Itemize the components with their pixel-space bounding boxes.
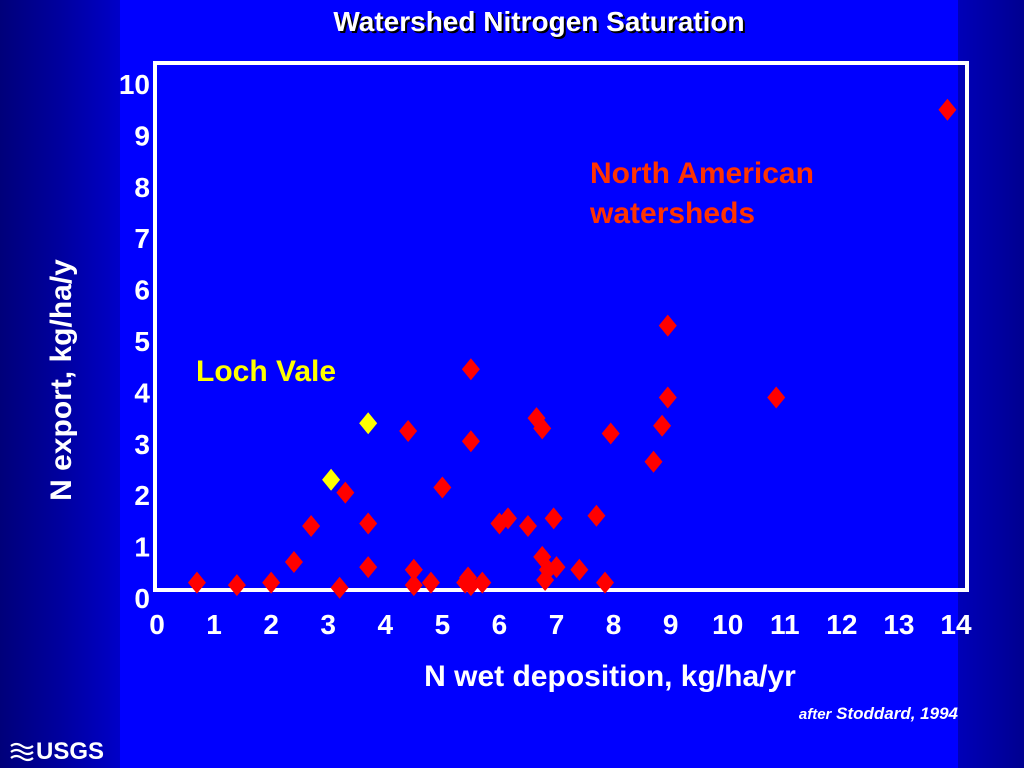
north-american-point — [227, 574, 246, 597]
north-american-point — [421, 571, 440, 594]
x-tick-label: 3 — [320, 609, 336, 640]
north-american-point — [544, 507, 563, 530]
x-tick-label: 9 — [663, 609, 679, 640]
north-american-point — [498, 507, 517, 530]
y-tick-label: 4 — [134, 377, 150, 408]
logo-text: USGS — [36, 738, 105, 765]
north-american-point — [284, 551, 303, 574]
north-american-point — [653, 414, 672, 437]
north-american-point — [461, 574, 480, 597]
y-tick-label: 9 — [134, 120, 150, 151]
x-tick-label: 5 — [435, 609, 451, 640]
data-points — [187, 98, 957, 599]
north-american-point — [658, 314, 677, 337]
x-tick-label: 1 — [206, 609, 222, 640]
north-american-point — [547, 556, 566, 579]
citation: after Stoddard, 1994 — [799, 704, 958, 724]
north-american-point — [644, 450, 663, 473]
y-axis-label: N export, kg/ha/y — [45, 259, 78, 501]
x-tick-label: 7 — [549, 609, 565, 640]
north-american-point — [570, 558, 589, 581]
north-american-point — [359, 512, 378, 535]
loch-vale-point — [322, 468, 341, 491]
x-tick-label: 11 — [770, 609, 800, 640]
x-tick-label: 8 — [606, 609, 622, 640]
north-american-point — [433, 476, 452, 499]
y-tick-label: 7 — [134, 223, 150, 254]
north-american-point — [658, 386, 677, 409]
north-american-point — [404, 558, 423, 581]
annotation-north-american: North American watersheds — [590, 157, 814, 230]
x-tick-label: 2 — [263, 609, 279, 640]
x-tick-label: 6 — [492, 609, 508, 640]
x-tick-label: 13 — [883, 609, 914, 640]
x-axis-label: N wet deposition, kg/ha/yr — [424, 660, 796, 693]
citation-source: Stoddard, 1994 — [836, 704, 958, 723]
north-american-point — [767, 386, 786, 409]
annotation-loch-vale: Loch Vale — [196, 355, 337, 388]
usgs-logo: USGS — [10, 738, 104, 766]
x-tick-label: 12 — [826, 609, 857, 640]
north-american-point — [187, 571, 206, 594]
north-american-point — [399, 419, 418, 442]
x-tick-label: 0 — [149, 609, 165, 640]
y-tick-label: 1 — [134, 532, 150, 563]
north-american-point — [302, 515, 321, 538]
x-axis-ticks: 0 1 2 3 4 5 6 7 8 9 10 11 12 13 14 — [149, 609, 972, 640]
north-american-point — [533, 417, 552, 440]
usgs-wave-icon — [10, 742, 34, 762]
north-american-point — [587, 504, 606, 527]
north-american-point — [330, 576, 349, 599]
plot-frame — [153, 61, 969, 592]
loch-vale-point — [359, 412, 378, 435]
y-tick-label: 0 — [134, 583, 150, 614]
y-tick-label: 10 — [119, 69, 150, 100]
y-tick-label: 8 — [134, 172, 150, 203]
y-tick-label: 2 — [134, 480, 150, 511]
x-tick-label: 4 — [377, 609, 393, 640]
north-american-point — [601, 422, 620, 445]
north-american-point — [596, 571, 615, 594]
north-american-point — [404, 574, 423, 597]
north-american-point — [262, 571, 281, 594]
x-tick-label: 10 — [712, 609, 743, 640]
y-tick-label: 3 — [134, 429, 150, 460]
north-american-point — [461, 358, 480, 381]
north-american-point — [461, 430, 480, 453]
north-american-point — [473, 571, 492, 594]
north-american-point — [938, 98, 957, 121]
y-tick-label: 6 — [134, 275, 150, 306]
y-axis-ticks: 0 1 2 3 4 5 6 7 8 9 10 — [119, 69, 151, 614]
y-tick-label: 5 — [134, 326, 150, 357]
slide-title: Watershed Nitrogen Saturation — [333, 6, 745, 37]
north-american-point — [359, 556, 378, 579]
north-american-point — [518, 515, 537, 538]
citation-after: after — [798, 706, 832, 723]
x-tick-label: 14 — [940, 609, 972, 640]
north-american-point — [336, 481, 355, 504]
